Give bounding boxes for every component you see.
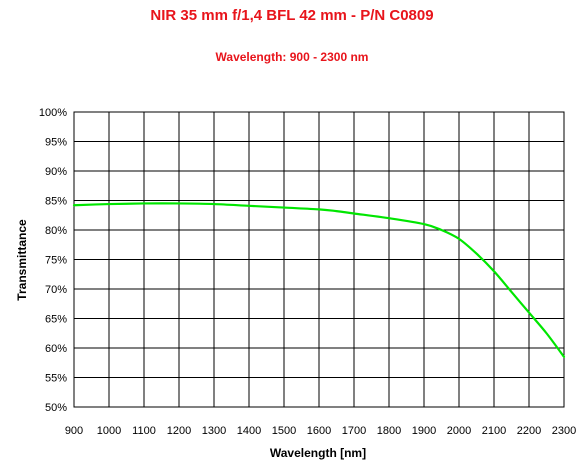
y-tick-label: 50% [45, 402, 67, 414]
y-tick-label: 95% [45, 137, 67, 149]
x-tick-label: 1100 [132, 425, 156, 437]
x-tick-label: 900 [65, 425, 83, 437]
chart-title: NIR 35 mm f/1,4 BFL 42 mm - P/N C0809 [150, 7, 434, 24]
x-tick-label: 1600 [307, 425, 331, 437]
transmittance-series-line [72, 202, 566, 358]
y-tick-label: 55% [45, 373, 67, 385]
x-tick-label: 2100 [482, 425, 506, 437]
x-tick-label: 2000 [447, 425, 471, 437]
x-tick-label: 1700 [342, 425, 366, 437]
x-tick-label: 1900 [412, 425, 436, 437]
y-tick-label: 60% [45, 343, 67, 355]
y-tick-label: 80% [45, 225, 67, 237]
y-tick-label: 75% [45, 255, 67, 267]
y-tick-label: 70% [45, 284, 67, 296]
x-tick-label: 2200 [517, 425, 541, 437]
series-layer [72, 202, 566, 358]
y-tick-label: 85% [45, 196, 67, 208]
x-tick-label: 1500 [272, 425, 296, 437]
x-axis-title: Wavelength [nm] [270, 446, 366, 460]
chart-subtitle: Wavelength: 900 - 2300 nm [215, 50, 369, 64]
y-tick-label: 65% [45, 314, 67, 326]
grid [73, 111, 565, 408]
tick-labels: 900 1000 1100 1200 1300 1400 1500 1600 1700 1800 1… [39, 107, 576, 437]
x-tick-label: 1400 [237, 425, 261, 437]
y-tick-label: 100% [39, 107, 67, 119]
x-tick-label: 1300 [202, 425, 226, 437]
x-tick-label: 1800 [377, 425, 401, 437]
x-tick-label: 1200 [167, 425, 191, 437]
x-tick-label: 1000 [97, 425, 121, 437]
x-tick-label: 2300 [552, 425, 576, 437]
y-axis-title: Transmittance [15, 219, 29, 301]
plot-area-border [73, 111, 565, 408]
y-tick-label: 90% [45, 166, 67, 178]
